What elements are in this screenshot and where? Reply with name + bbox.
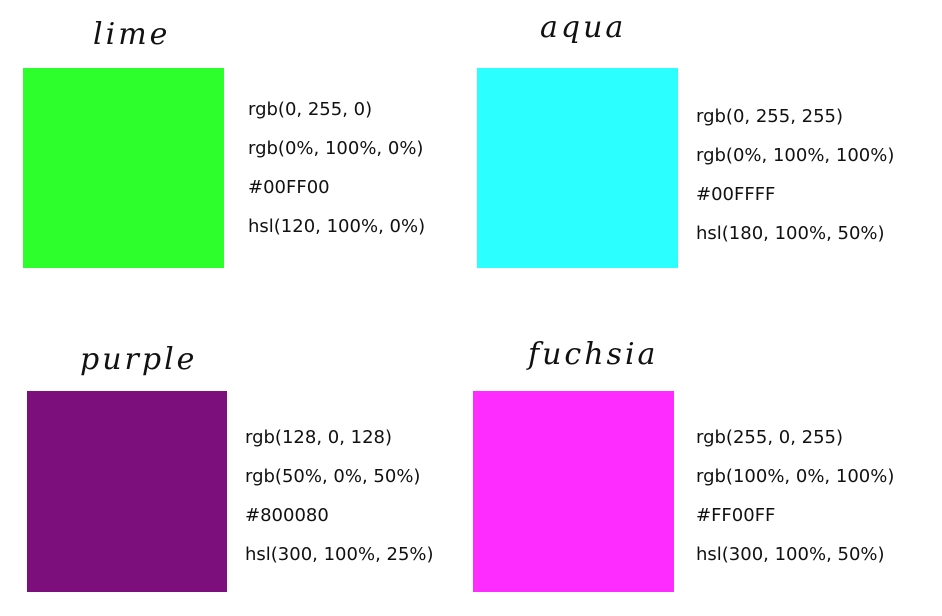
rgb-percent-value: rgb(0%, 100%, 0%) [248,138,424,159]
hex-value: #FF00FF [696,505,776,526]
color-name-purple: purple [80,342,198,377]
rgb-percent-value: rgb(50%, 0%, 50%) [245,466,421,487]
hsl-value: hsl(300, 100%, 25%) [245,544,434,565]
hex-value: #00FF00 [248,177,330,198]
rgb-value: rgb(0, 255, 255) [696,106,844,127]
rgb-value: rgb(0, 255, 0) [248,99,373,120]
hsl-value: hsl(120, 100%, 0%) [248,216,426,237]
color-name-aqua: aqua [540,10,627,45]
hex-value: #800080 [245,505,329,526]
rgb-percent-value: rgb(100%, 0%, 100%) [696,466,895,487]
rgb-value: rgb(255, 0, 255) [696,427,844,448]
color-values-aqua: rgb(0, 255, 255) rgb(0%, 100%, 100%) #00… [696,97,894,253]
hex-value: #00FFFF [696,184,776,205]
color-swatch-fuchsia [473,391,674,592]
hsl-value: hsl(180, 100%, 50%) [696,223,885,244]
hsl-value: hsl(300, 100%, 50%) [696,544,885,565]
rgb-value: rgb(128, 0, 128) [245,427,393,448]
color-values-fuchsia: rgb(255, 0, 255) rgb(100%, 0%, 100%) #FF… [696,418,894,574]
rgb-percent-value: rgb(0%, 100%, 100%) [696,145,895,166]
color-name-lime: lime [93,17,171,52]
color-name-fuchsia: fuchsia [528,337,659,372]
color-swatch-lime [23,68,224,268]
color-values-lime: rgb(0, 255, 0) rgb(0%, 100%, 0%) #00FF00… [248,90,425,246]
color-swatch-aqua [477,68,678,268]
color-values-purple: rgb(128, 0, 128) rgb(50%, 0%, 50%) #8000… [245,418,434,574]
color-swatch-purple [27,391,227,592]
